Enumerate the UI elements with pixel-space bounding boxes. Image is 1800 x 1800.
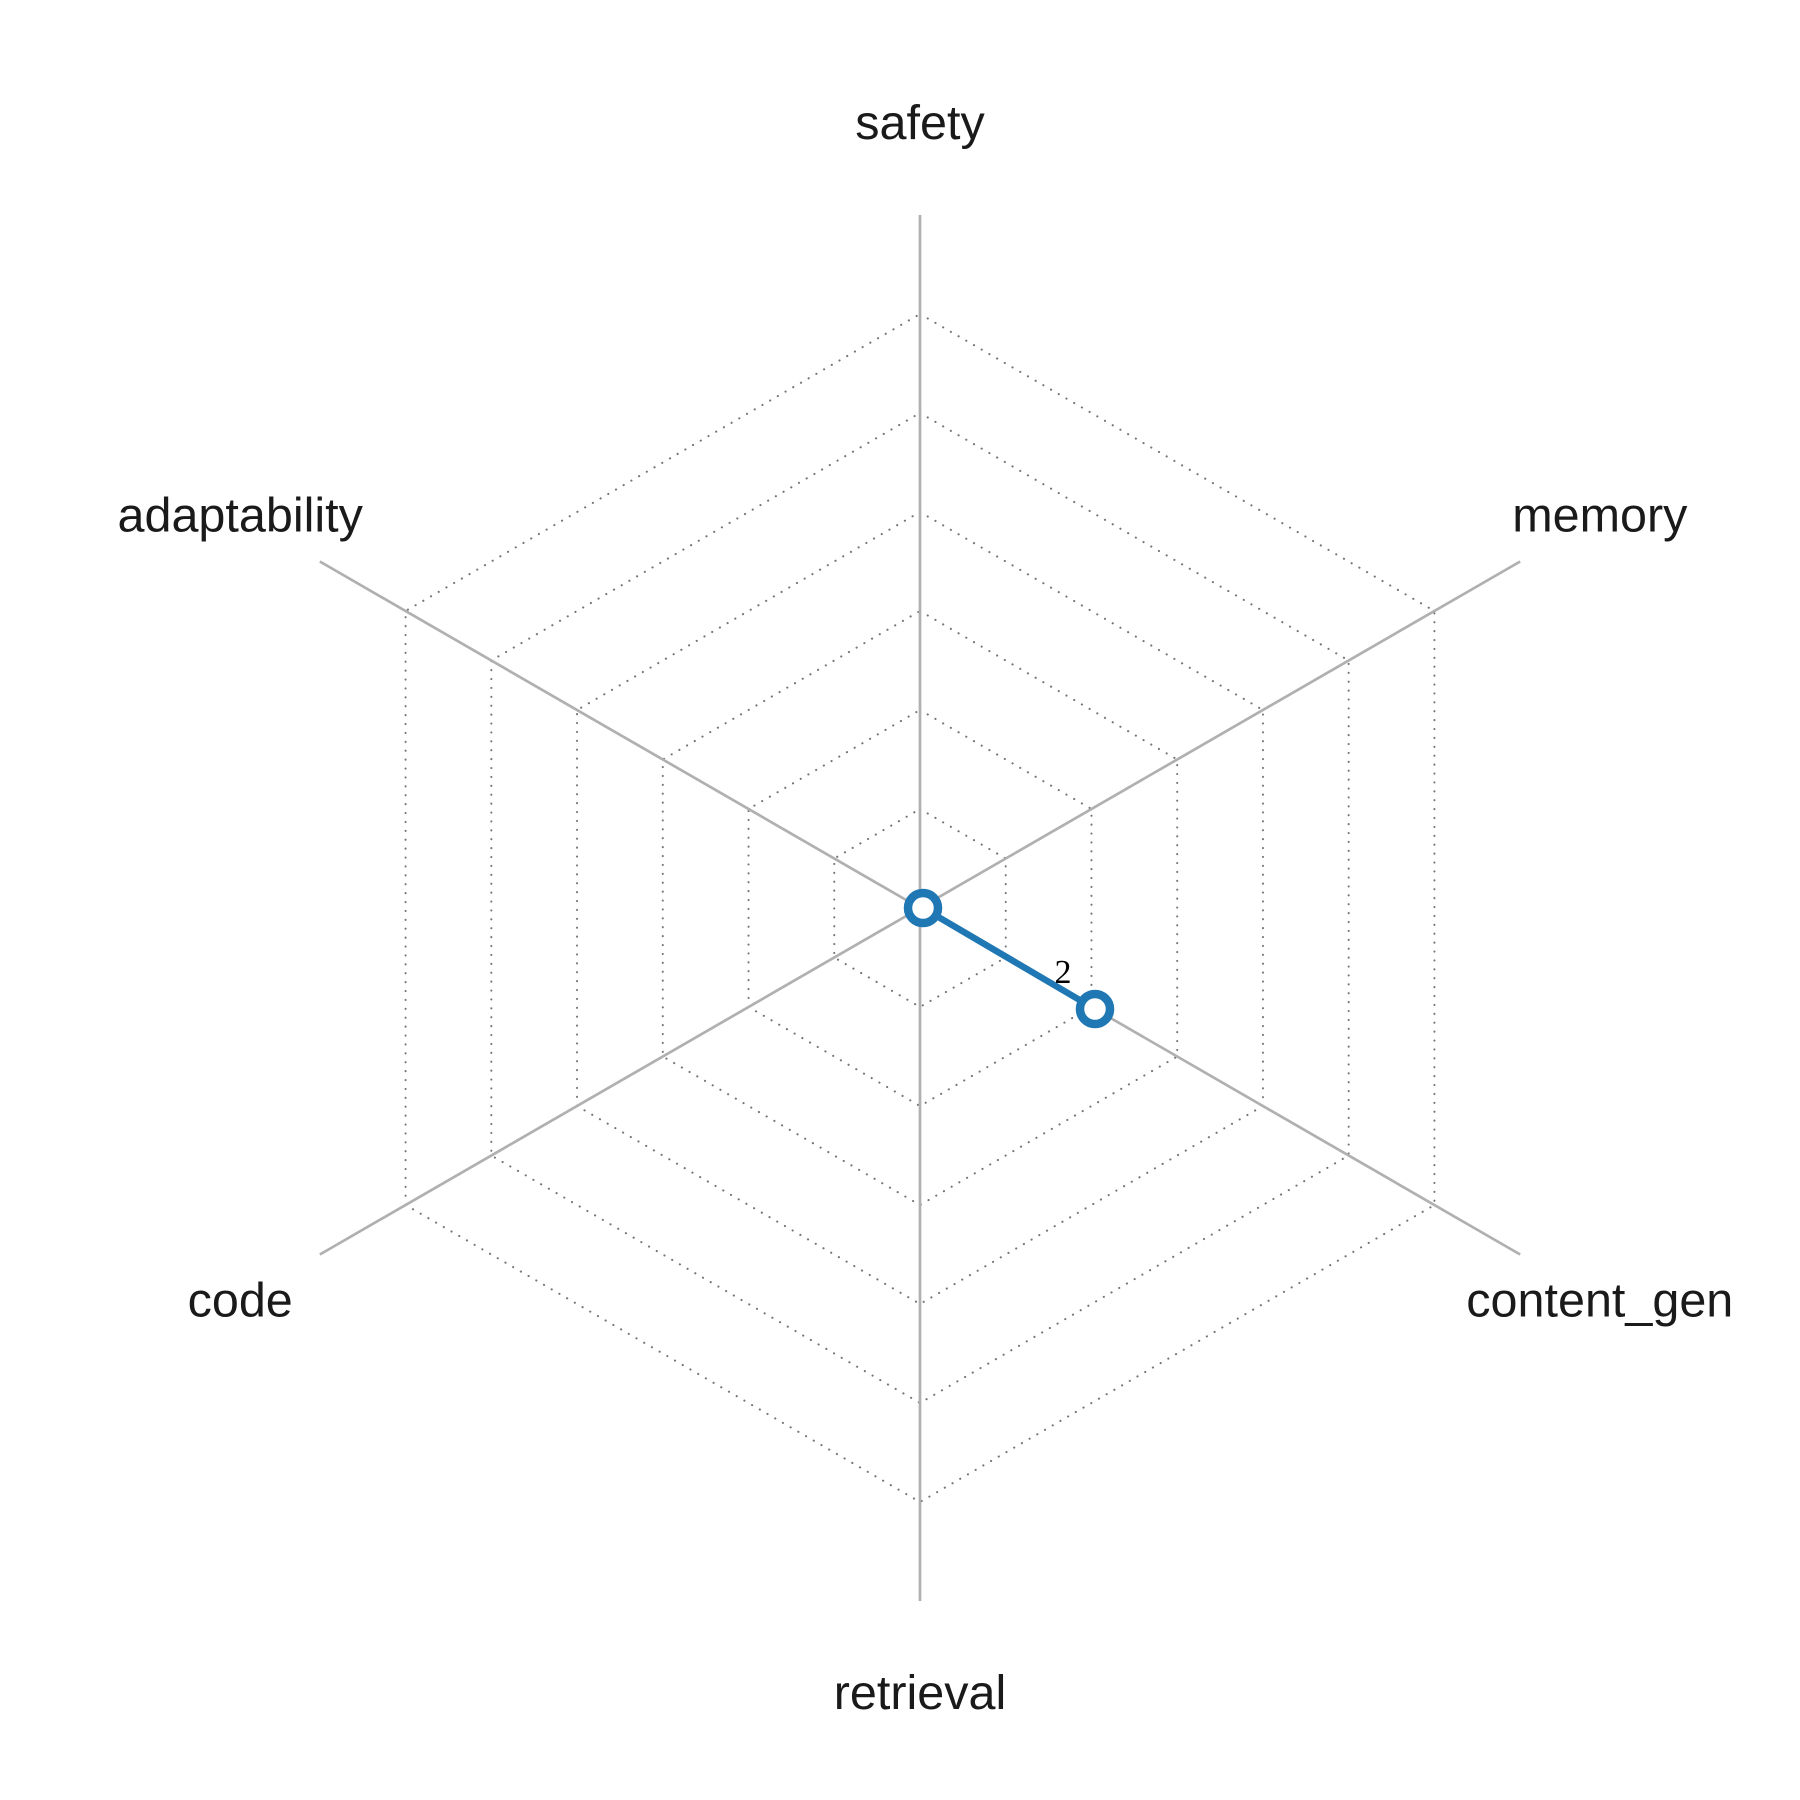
svg-text:content_gen: content_gen [1466,1274,1733,1328]
svg-text:retrieval: retrieval [834,1666,1007,1720]
svg-text:2: 2 [1055,954,1072,991]
svg-text:code: code [188,1274,293,1328]
svg-text:safety: safety [855,96,985,150]
svg-text:memory: memory [1512,489,1688,543]
svg-text:adaptability: adaptability [118,489,364,543]
